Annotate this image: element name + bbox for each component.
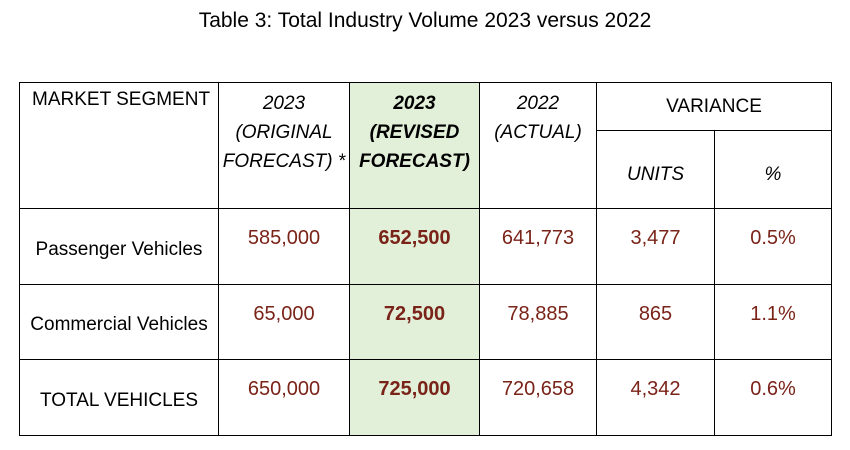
header-original-line-1: 2023 [262, 93, 306, 114]
header-row: MARKET SEGMENT 2023 (ORIGINAL FORECAST) … [19, 82, 833, 209]
header-actual-line-2: (ACTUAL) [494, 122, 582, 143]
header-revised-line-3: FORECAST) [359, 151, 470, 172]
header-2022-actual: 2022 (ACTUAL) [479, 82, 597, 209]
cell-revised-forecast: 72,500 [349, 284, 480, 360]
cell-original-forecast: 65,000 [218, 284, 350, 360]
subheader-row: UNITS % [20, 130, 833, 209]
cell-variance-units: 865 [596, 284, 715, 360]
cell-variance-percent: 1.1% [713, 284, 833, 360]
cell-actual: 641,773 [479, 208, 597, 285]
table-title: Table 3: Total Industry Volume 2023 vers… [198, 9, 652, 32]
header-revised-line-1: 2023 [393, 93, 436, 114]
header-revised-line-2: (REVISED [369, 122, 460, 143]
cell-actual: 78,885 [479, 284, 597, 360]
header-original-line-2: (ORIGINAL [235, 122, 333, 143]
header-units: UNITS [596, 130, 715, 209]
cell-variance-units: 3,477 [596, 208, 715, 285]
cell-original-forecast: 650,000 [218, 359, 350, 436]
cell-variance-percent: 0.6% [713, 359, 833, 436]
header-2023-revised: 2023 (REVISED FORECAST) [349, 82, 480, 209]
cell-actual: 720,658 [479, 359, 597, 436]
header-market-segment: MARKET SEGMENT [19, 82, 219, 209]
header-actual-line-1: 2022 [516, 93, 560, 114]
row-segment-label: Passenger Vehicles [19, 208, 219, 285]
row-segment-label: TOTAL VEHICLES [19, 359, 219, 436]
header-percent: % [713, 130, 833, 209]
row-segment-label: Commercial Vehicles [19, 284, 219, 360]
cell-revised-forecast: 725,000 [349, 359, 480, 436]
header-original-line-3: FORECAST) * [222, 151, 346, 172]
table-row: Commercial Vehicles 65,000 72,500 78,885… [19, 284, 833, 360]
header-variance: VARIANCE [595, 82, 833, 131]
header-2023-original: 2023 (ORIGINAL FORECAST) * [218, 82, 350, 209]
cell-variance-percent: 0.5% [713, 208, 833, 285]
cell-variance-units: 4,342 [596, 359, 715, 436]
cell-revised-forecast: 652,500 [349, 208, 480, 285]
table-row: Passenger Vehicles 585,000 652,500 641,7… [19, 208, 833, 285]
table-row: TOTAL VEHICLES 650,000 725,000 720,658 4… [19, 359, 833, 436]
cell-original-forecast: 585,000 [218, 208, 350, 285]
industry-volume-table: MARKET SEGMENT 2023 (ORIGINAL FORECAST) … [19, 82, 833, 436]
